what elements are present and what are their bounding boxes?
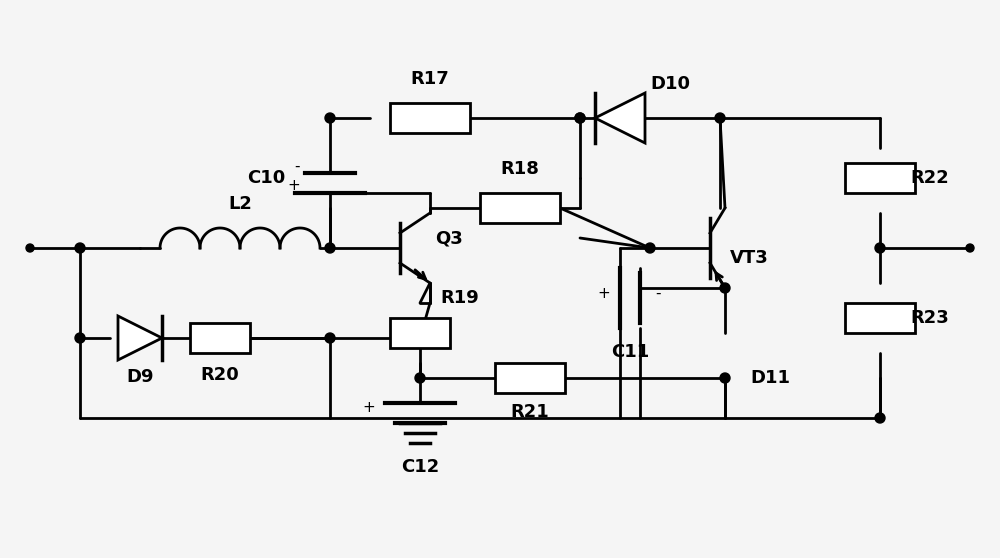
Text: R19: R19 bbox=[440, 289, 479, 307]
Circle shape bbox=[875, 243, 885, 253]
Text: C12: C12 bbox=[401, 458, 439, 476]
Text: R18: R18 bbox=[501, 160, 539, 178]
Circle shape bbox=[325, 333, 335, 343]
Text: R22: R22 bbox=[910, 169, 949, 187]
Text: +: + bbox=[287, 179, 300, 194]
Polygon shape bbox=[118, 316, 162, 360]
Text: D9: D9 bbox=[126, 368, 154, 386]
Text: R21: R21 bbox=[511, 403, 549, 421]
Text: D10: D10 bbox=[650, 75, 690, 93]
Circle shape bbox=[415, 373, 425, 383]
Circle shape bbox=[26, 244, 34, 252]
Circle shape bbox=[875, 413, 885, 423]
Circle shape bbox=[575, 113, 585, 123]
Bar bbox=[845, 163, 915, 193]
Text: R17: R17 bbox=[411, 70, 449, 88]
Bar bbox=[390, 103, 470, 133]
Text: +: + bbox=[362, 401, 375, 416]
Circle shape bbox=[75, 243, 85, 253]
Text: D11: D11 bbox=[750, 369, 790, 387]
Bar bbox=[480, 193, 560, 223]
Text: +: + bbox=[597, 286, 610, 301]
Circle shape bbox=[715, 113, 725, 123]
Circle shape bbox=[720, 373, 730, 383]
Circle shape bbox=[720, 283, 730, 293]
Circle shape bbox=[325, 243, 335, 253]
Bar bbox=[495, 363, 565, 393]
Text: Q3: Q3 bbox=[435, 229, 463, 247]
Bar bbox=[845, 303, 915, 333]
Text: -: - bbox=[655, 286, 660, 301]
Text: VT3: VT3 bbox=[730, 249, 769, 267]
Text: C11: C11 bbox=[611, 343, 649, 361]
Circle shape bbox=[75, 333, 85, 343]
Text: L2: L2 bbox=[228, 195, 252, 213]
Bar bbox=[190, 323, 250, 353]
Text: R20: R20 bbox=[201, 366, 239, 384]
Circle shape bbox=[575, 113, 585, 123]
Text: C10: C10 bbox=[247, 169, 285, 187]
Circle shape bbox=[966, 244, 974, 252]
Circle shape bbox=[325, 113, 335, 123]
Circle shape bbox=[645, 243, 655, 253]
Text: -: - bbox=[294, 158, 300, 174]
Text: R23: R23 bbox=[910, 309, 949, 327]
Bar bbox=[390, 318, 450, 348]
Polygon shape bbox=[595, 93, 645, 143]
